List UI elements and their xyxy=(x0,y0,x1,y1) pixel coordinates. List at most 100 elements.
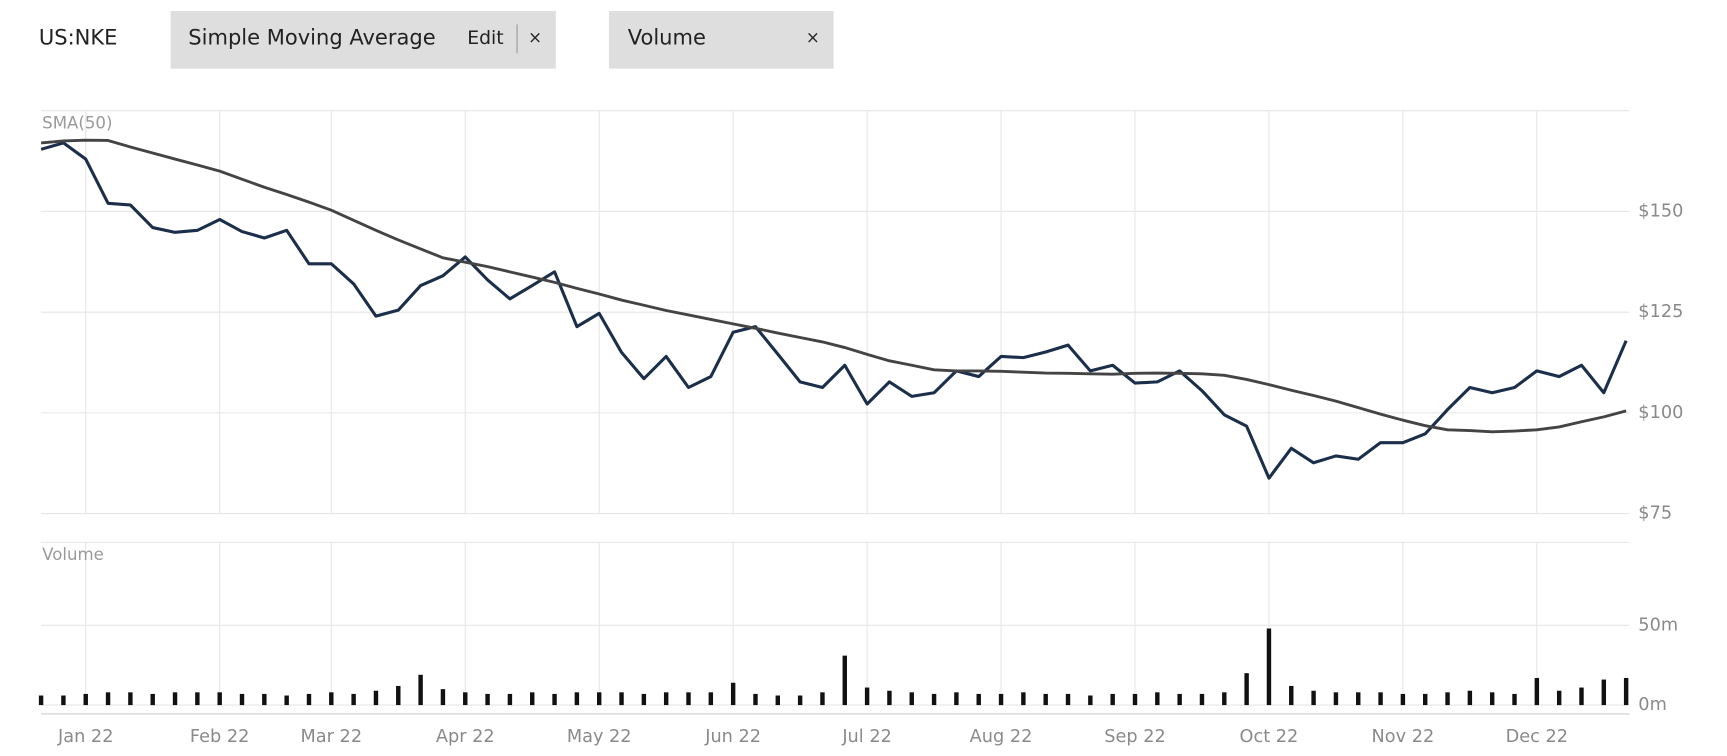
volume-bar xyxy=(775,695,781,706)
volume-bar xyxy=(1601,679,1607,706)
volume-bar xyxy=(1579,687,1584,706)
volume-bar xyxy=(1043,693,1048,706)
volume-bar xyxy=(1244,673,1249,706)
volume-bar xyxy=(998,693,1004,706)
volume-bar xyxy=(1088,695,1093,706)
volume-bar xyxy=(641,693,647,706)
volume-bar xyxy=(842,655,847,706)
volume-bar xyxy=(1289,685,1294,706)
volume-bar xyxy=(976,693,981,706)
y-tick-label: $75 xyxy=(1638,504,1672,524)
volume-bar xyxy=(172,692,178,706)
volume-bar xyxy=(239,693,245,706)
y-tick-label: $125 xyxy=(1638,302,1683,322)
volume-bar xyxy=(38,695,44,706)
volume-bar xyxy=(574,692,580,706)
volume-bar xyxy=(1333,692,1339,706)
volume-bar xyxy=(1378,692,1383,706)
volume-bar xyxy=(1065,693,1071,706)
volume-bar xyxy=(1311,690,1316,706)
volume-bar xyxy=(1534,677,1540,706)
volume-bar xyxy=(485,693,490,706)
x-tick-label: Oct 22 xyxy=(1240,727,1299,747)
volume-bar xyxy=(1445,692,1450,706)
volume-bar xyxy=(396,685,401,706)
x-tick-label: May 22 xyxy=(567,727,632,747)
volume-bar xyxy=(931,693,937,706)
y-tick-label: $150 xyxy=(1638,201,1683,221)
volume-bar xyxy=(1266,628,1272,706)
x-tick-label: Aug 22 xyxy=(970,727,1033,747)
x-tick-label: Dec 22 xyxy=(1506,727,1568,747)
volume-bar xyxy=(686,692,691,706)
close-button[interactable]: × xyxy=(806,28,820,47)
price-line xyxy=(40,138,1627,434)
volume-bar xyxy=(1623,677,1629,706)
volume-bar xyxy=(887,690,892,706)
volume-bar xyxy=(1177,693,1182,706)
y-tick-label: 50m xyxy=(1638,615,1678,635)
indicator-chip[interactable] xyxy=(608,11,834,69)
volume-bar xyxy=(909,692,914,706)
volume-bar xyxy=(463,692,468,706)
volume-bar xyxy=(1556,690,1562,706)
symbol: US:NKE xyxy=(39,25,118,50)
volume-bar xyxy=(262,693,267,706)
indicator-chip[interactable] xyxy=(170,11,556,69)
x-tick-label: Jan 22 xyxy=(57,727,113,747)
x-tick-label: Apr 22 xyxy=(436,727,495,747)
volume-bar xyxy=(1489,692,1495,706)
volume-bar xyxy=(1467,690,1473,706)
volume-bar xyxy=(1021,692,1026,706)
volume-bar xyxy=(373,690,379,706)
volume-bar xyxy=(730,682,736,706)
volume-bar xyxy=(753,693,758,706)
volume-bar xyxy=(105,692,111,706)
volume-bar xyxy=(797,695,803,706)
x-tick-label: Sep 22 xyxy=(1104,727,1166,747)
volume-bar xyxy=(507,693,513,706)
indicator-label: Volume xyxy=(628,25,706,50)
volume-bar xyxy=(1199,693,1205,706)
edit-button[interactable]: Edit xyxy=(467,28,503,49)
volume-bar xyxy=(195,692,200,706)
volume-bar xyxy=(596,692,602,706)
volume-bar xyxy=(1423,693,1428,706)
close-button[interactable]: × xyxy=(528,28,542,47)
volume-bar xyxy=(329,692,334,706)
x-tick-label: Jun 22 xyxy=(704,727,761,747)
y-tick-label: $100 xyxy=(1638,403,1683,423)
volume-bar xyxy=(1400,693,1406,706)
volume-bar xyxy=(128,692,133,706)
volume-bar xyxy=(1110,693,1115,706)
volume-bar xyxy=(1222,692,1227,706)
volume-bar xyxy=(820,692,825,706)
volume-bar xyxy=(619,692,624,706)
volume-bar xyxy=(61,695,66,706)
indicator-label: Simple Moving Average xyxy=(188,25,435,50)
volume-bar xyxy=(552,693,557,706)
volume-bar xyxy=(1512,693,1517,706)
y-tick-label: 0m xyxy=(1638,695,1667,715)
volume-bar xyxy=(1132,693,1138,706)
x-tick-label: Feb 22 xyxy=(190,727,249,747)
volume-bar xyxy=(663,692,669,706)
volume-bar xyxy=(150,693,155,706)
x-tick-label: Mar 22 xyxy=(301,727,363,747)
volume-bar xyxy=(418,674,423,706)
volume-bar xyxy=(440,689,446,706)
volume-bar xyxy=(217,692,222,706)
volume-bar xyxy=(1155,692,1160,706)
volume-bar xyxy=(864,687,870,706)
panel-title: SMA(50) xyxy=(42,113,112,132)
volume-bar xyxy=(306,693,312,706)
volume-bar xyxy=(708,692,714,706)
panel-title: Volume xyxy=(42,545,104,564)
x-tick-label: Nov 22 xyxy=(1372,727,1435,747)
price-line xyxy=(40,141,1628,480)
x-tick-label: Jul 22 xyxy=(841,727,892,747)
volume-bar xyxy=(954,692,959,706)
volume-bar xyxy=(284,695,289,706)
